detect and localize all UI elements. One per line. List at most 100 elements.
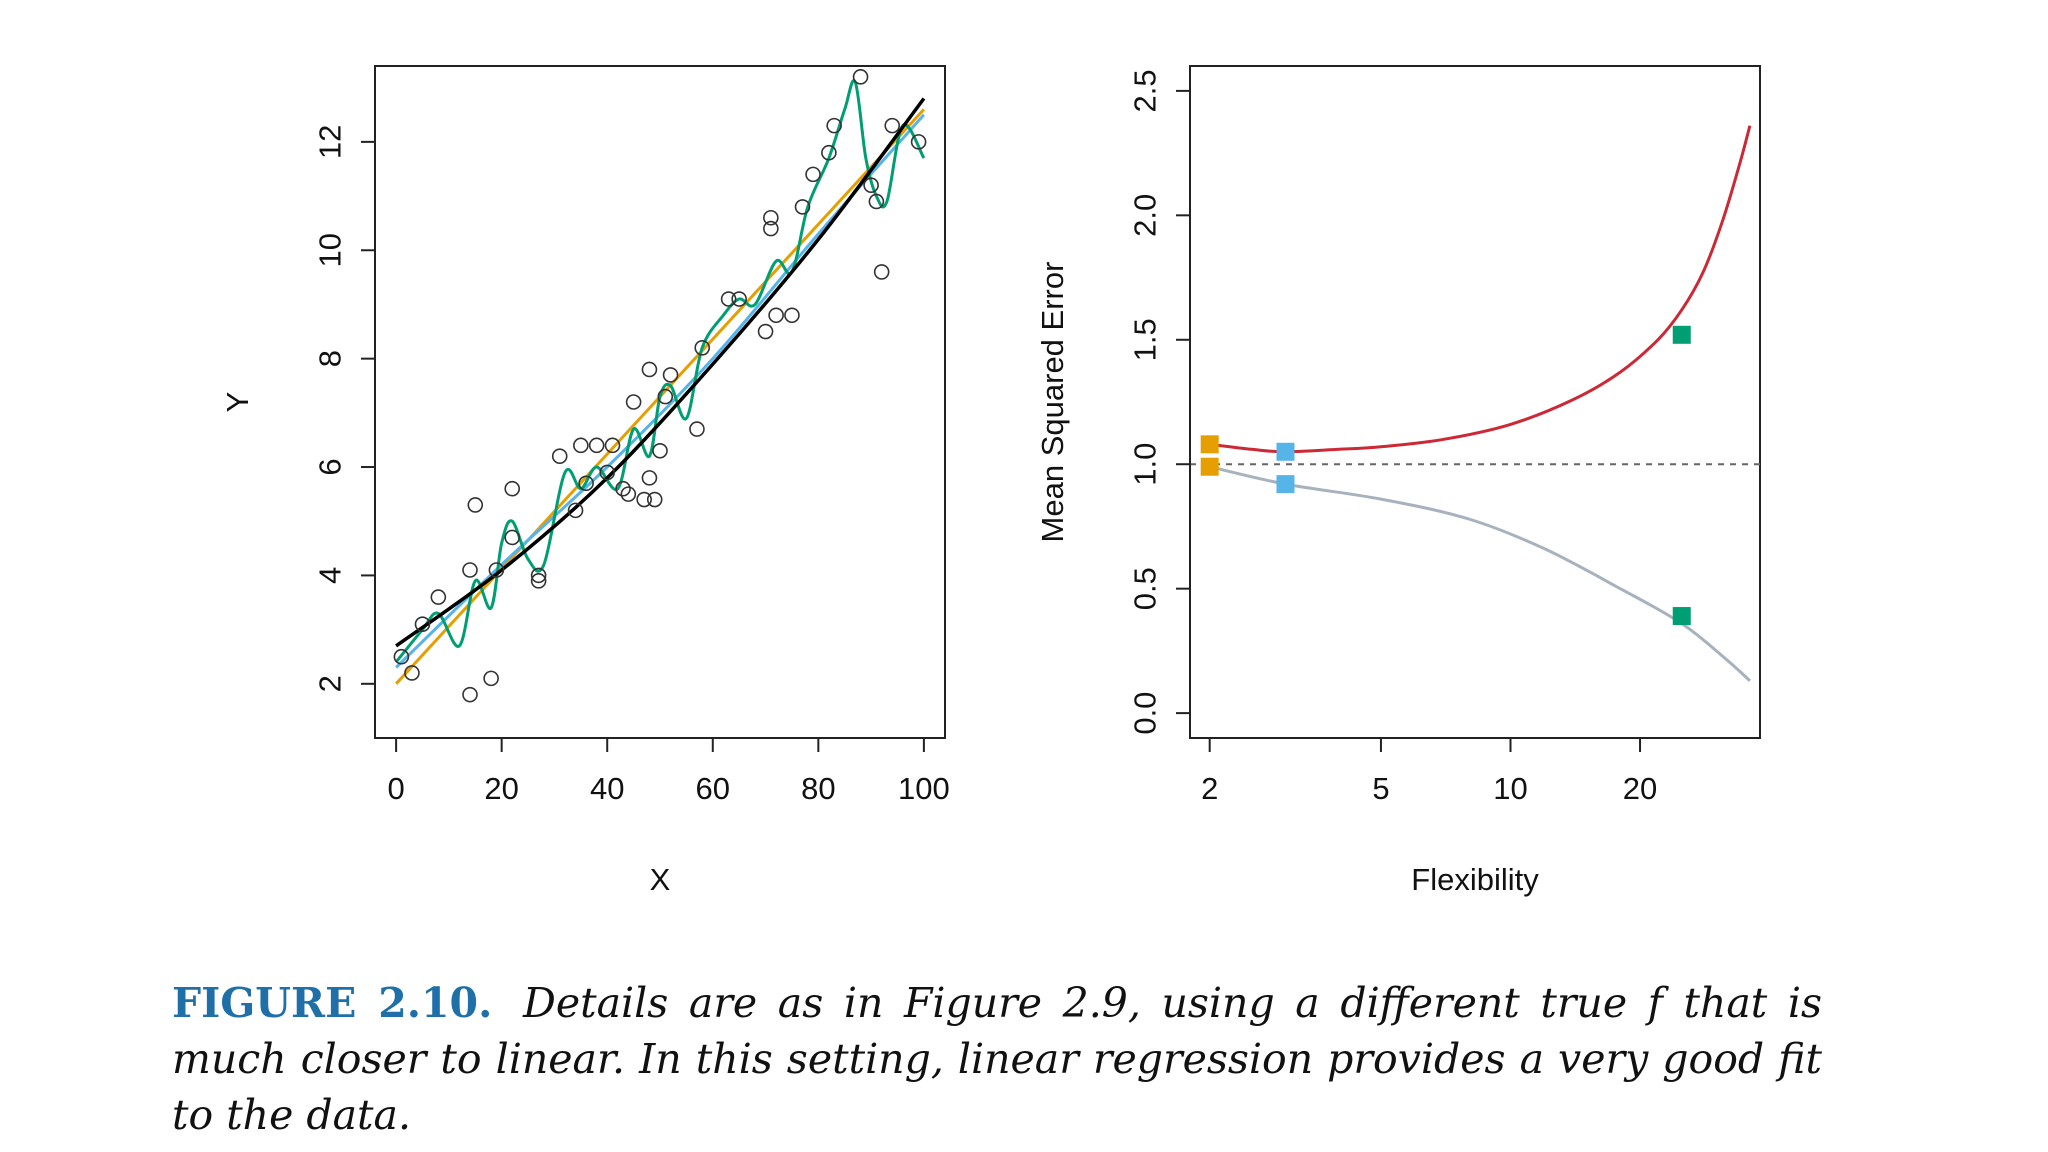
data-point [567, 502, 584, 519]
x-tick-label: 100 [898, 771, 950, 806]
x-tick-label: 40 [590, 771, 624, 806]
smooth-fit-curve [395, 113, 926, 669]
data-point [615, 480, 631, 497]
data-point [467, 497, 484, 513]
right-x-axis-label: Flexibility [1411, 862, 1539, 897]
data-point [689, 421, 705, 437]
data-point [530, 573, 547, 589]
left-fit-curves [394, 79, 926, 685]
left-scatter-panel: 0 20 40 60 80 100 2 4 6 8 10 12 X Y [220, 65, 950, 897]
training-mse-curve [1209, 465, 1751, 682]
y-tick-label: 2.0 [1128, 194, 1163, 237]
y-tick-label: 0.0 [1128, 692, 1163, 735]
x-tick-label: 10 [1493, 771, 1527, 806]
square-marker [1200, 435, 1219, 454]
right-y-axis: 0.0 0.5 1.0 1.5 2.0 2.5 [1128, 69, 1191, 735]
y-tick-label: 2 [313, 675, 348, 692]
data-point [805, 166, 821, 183]
figure-caption: FIGURE 2.10. Details are as in Figure 2.… [172, 975, 1822, 1143]
data-point [657, 388, 674, 405]
x-tick-label: 80 [801, 771, 835, 806]
data-point [636, 491, 652, 508]
right-mse-curves [1209, 125, 1752, 682]
data-point [578, 475, 594, 492]
right-markers [1200, 325, 1691, 626]
y-tick-label: 10 [313, 233, 348, 267]
caption-text: Details are as in Figure 2.9, using a di… [172, 979, 1822, 1139]
data-point [530, 567, 547, 584]
data-point [641, 361, 658, 378]
data-point [763, 209, 779, 226]
data-point [504, 529, 521, 546]
data-point [826, 117, 842, 134]
y-tick-label: 8 [313, 350, 348, 367]
data-point [662, 367, 679, 383]
data-point [393, 648, 410, 665]
caption-label: FIGURE 2.10. [172, 979, 493, 1027]
square-marker [1276, 475, 1295, 494]
data-point [504, 480, 521, 497]
y-tick-label: 0.5 [1128, 567, 1163, 610]
data-point [763, 220, 779, 237]
left-y-axis-label: Y [220, 392, 255, 413]
y-tick-label: 6 [313, 458, 348, 475]
data-point [768, 307, 784, 324]
y-tick-label: 4 [313, 567, 348, 584]
data-point [868, 193, 885, 210]
test-mse-curve [1209, 125, 1752, 454]
left-y-axis: 2 4 6 8 10 12 [313, 125, 376, 692]
data-point [414, 616, 431, 632]
data-point [910, 134, 927, 150]
y-tick-label: 1.5 [1128, 318, 1163, 361]
data-point [884, 117, 901, 134]
data-point [784, 307, 800, 324]
figure-canvas: 0 20 40 60 80 100 2 4 6 8 10 12 X Y 2 5 10 20 0.0 0.5 1… [220, 65, 1761, 897]
data-point [641, 470, 658, 486]
data-point [430, 589, 447, 605]
data-point [863, 177, 879, 194]
data-point [588, 437, 605, 454]
left-x-axis-label: X [650, 862, 671, 897]
data-point [599, 464, 616, 481]
x-tick-label: 20 [1623, 771, 1657, 806]
square-marker [1276, 442, 1295, 461]
data-point [488, 562, 505, 578]
data-point [821, 144, 837, 161]
data-point [873, 264, 890, 280]
data-point [620, 486, 637, 502]
left-data-points [393, 69, 927, 703]
x-tick-label: 5 [1372, 771, 1389, 806]
square-marker [1200, 457, 1219, 476]
x-tick-label: 60 [696, 771, 730, 806]
data-point [720, 291, 737, 307]
y-tick-label: 1.0 [1128, 443, 1163, 486]
data-point [573, 437, 589, 454]
data-point [852, 69, 869, 85]
data-point [483, 670, 499, 687]
data-point [625, 394, 642, 410]
data-point [462, 562, 478, 578]
x-tick-label: 2 [1201, 771, 1218, 806]
data-point [731, 291, 747, 307]
data-point [404, 665, 420, 681]
data-point [652, 442, 668, 459]
right-y-axis-label: Mean Squared Error [1035, 262, 1070, 543]
x-tick-label: 0 [387, 771, 404, 806]
square-marker [1672, 325, 1691, 344]
data-point [551, 448, 568, 464]
x-tick-label: 20 [484, 771, 518, 806]
flexible-fit-curve [394, 79, 926, 664]
y-tick-label: 2.5 [1128, 69, 1163, 112]
data-point [604, 437, 621, 454]
right-x-axis: 2 5 10 20 [1201, 737, 1657, 806]
data-point [462, 686, 478, 703]
right-plot-frame [1189, 65, 1761, 739]
data-point [794, 199, 811, 215]
data-point [646, 491, 663, 508]
left-x-axis: 0 20 40 60 80 100 [387, 737, 950, 806]
y-tick-label: 12 [313, 125, 348, 159]
square-marker [1672, 607, 1691, 626]
data-point [757, 323, 774, 340]
true-f-curve [395, 97, 926, 648]
data-point [694, 340, 711, 356]
